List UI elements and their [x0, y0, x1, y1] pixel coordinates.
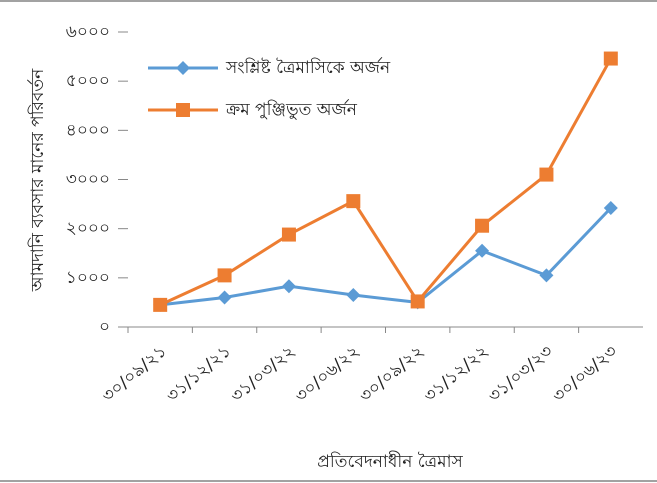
data-point [475, 243, 490, 258]
series-line [159, 57, 613, 307]
legend-label: সংশ্লিষ্ট ত্রৈমাসিকে অর্জন [225, 57, 391, 78]
data-point [346, 288, 361, 303]
data-point [281, 227, 296, 242]
y-tick-label: ৬০০০ [66, 22, 110, 42]
y-axis-label: আমদানি ব্যবসার মানের পরিবর্তন [27, 68, 48, 292]
data-point [217, 268, 232, 283]
data-point [281, 279, 296, 294]
x-tick-label: ৩০/০৯/২২ [356, 341, 428, 406]
data-point [346, 194, 361, 209]
y-tick-label: ৫০০০ [66, 71, 110, 91]
x-axis-label: প্রতিবেদনাধীন ত্রৈমাস [317, 451, 463, 472]
data-point [603, 201, 618, 216]
series-line [160, 206, 612, 307]
y-tick-label: ০ [99, 317, 110, 337]
data-point [539, 167, 554, 182]
data-point [603, 51, 618, 66]
legend-marker [176, 103, 190, 117]
x-tick-label: ৩০/০৬/২২ [291, 341, 363, 406]
y-tick-label: ১০০০ [66, 268, 110, 288]
data-point [539, 268, 554, 283]
x-tick-label: ৩১/১২/২১ [163, 341, 235, 406]
data-point [475, 218, 490, 233]
legend-label: ক্রম পুঞ্জিভুত অর্জন [225, 99, 358, 120]
data-point [153, 297, 168, 312]
x-tick-label: ৩০/০৬/২৩ [549, 341, 621, 406]
x-tick-label: ৩১/১২/২২ [420, 341, 492, 406]
x-tick-label: ৩১/০৩/২৩ [484, 341, 556, 406]
x-tick-label: ৩০/০৯/২১ [98, 341, 170, 406]
y-tick-label: ৩০০০ [66, 170, 110, 190]
y-tick-label: ২০০০ [66, 219, 110, 239]
data-point [410, 294, 425, 309]
y-tick-label: ৪০০০ [66, 120, 110, 140]
legend-marker [176, 61, 190, 75]
x-tick-label: ৩১/০৩/২২ [227, 341, 299, 406]
data-point [217, 290, 232, 305]
